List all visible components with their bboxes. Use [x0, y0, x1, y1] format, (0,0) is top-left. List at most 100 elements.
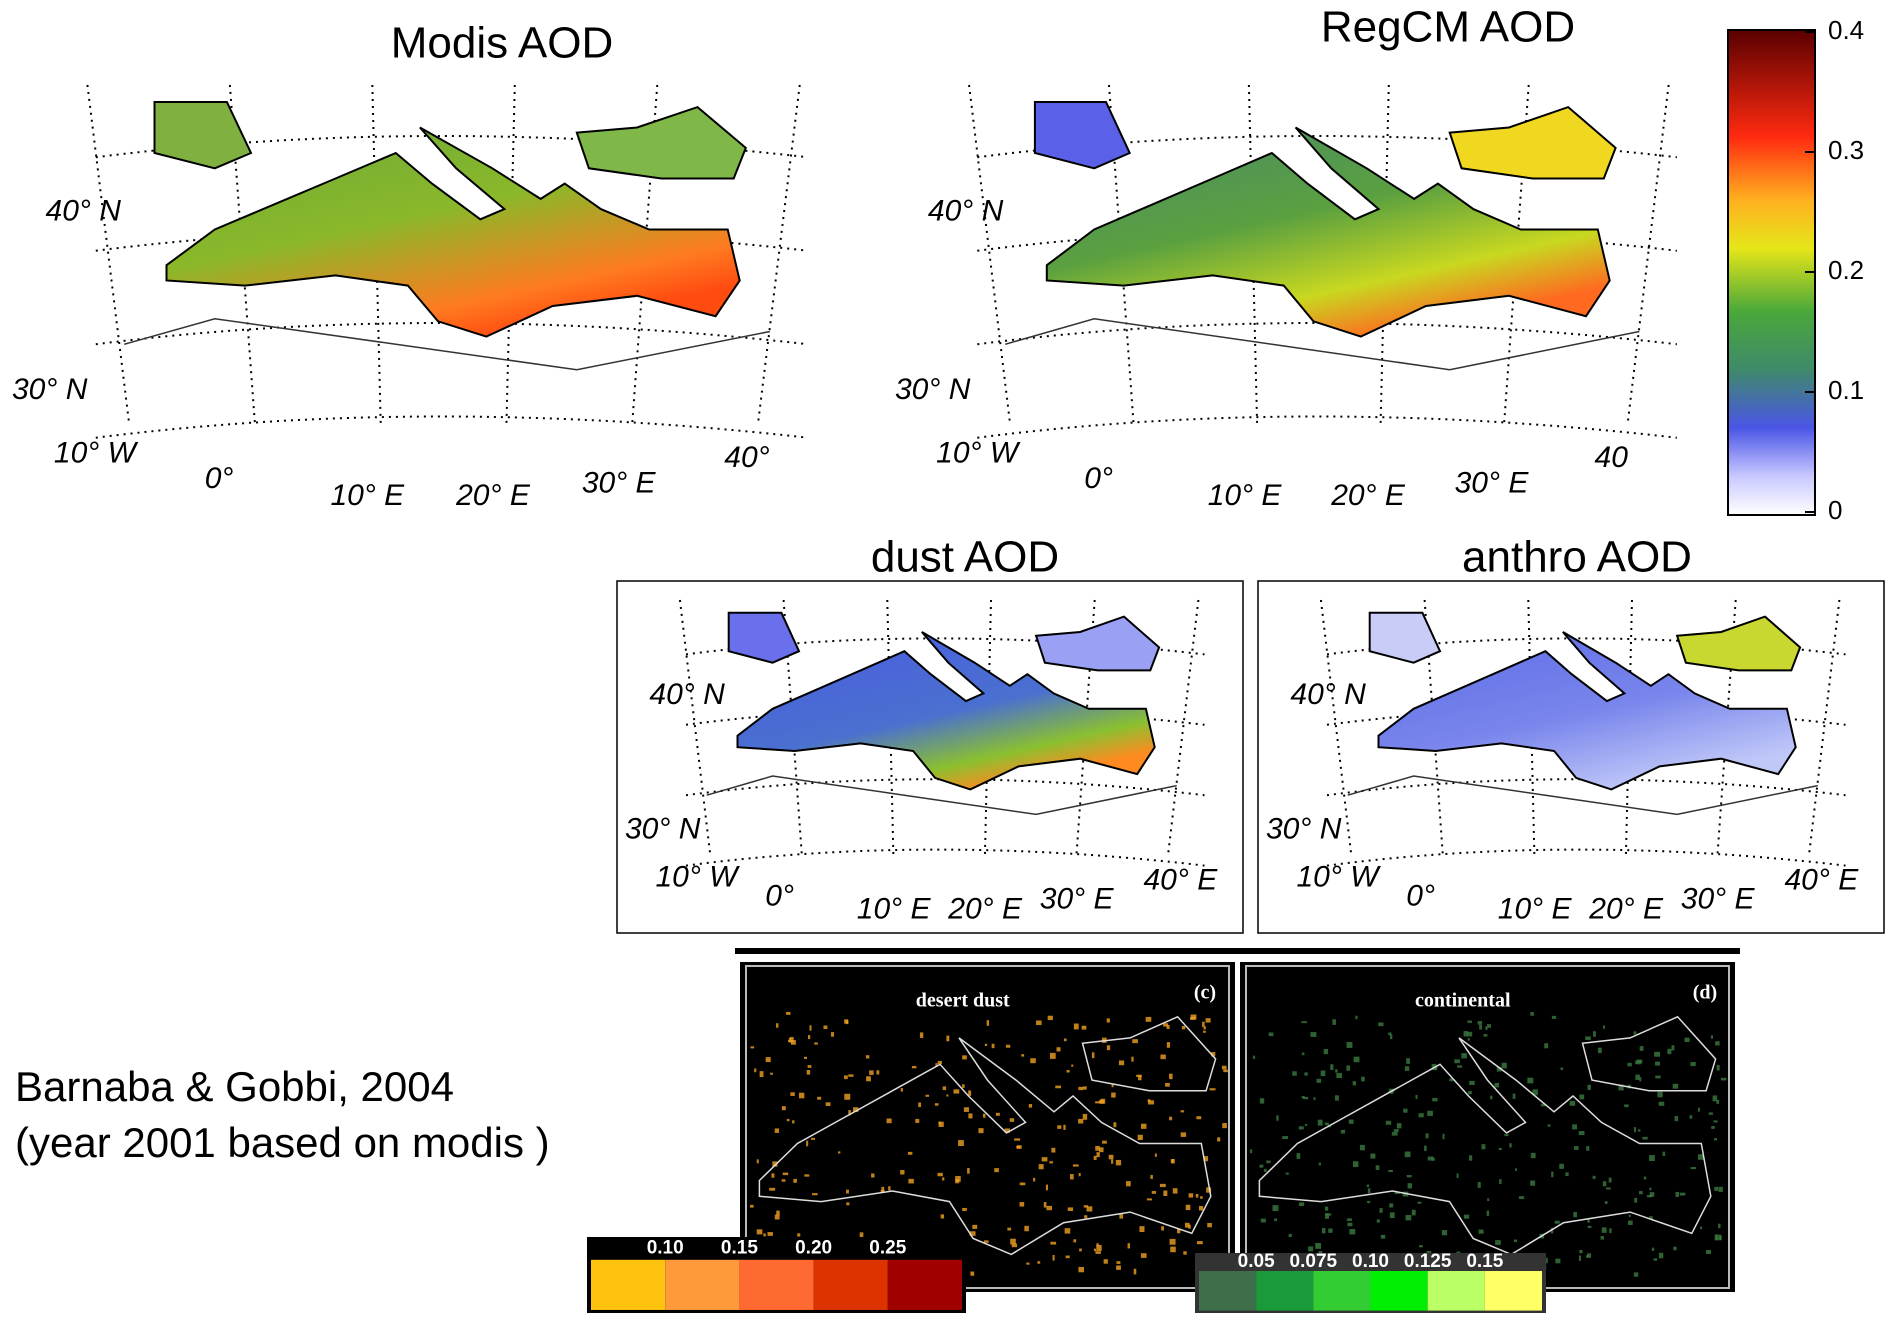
aerosol-pixel — [1408, 1183, 1412, 1188]
aerosol-pixel — [912, 1066, 917, 1068]
aerosol-pixel — [1605, 1201, 1608, 1204]
aerosol-pixel — [812, 1193, 818, 1195]
aerosol-pixel — [1502, 1063, 1507, 1069]
colorbar-label: 0.15 — [1466, 1251, 1503, 1272]
aerosol-pixel — [1206, 1018, 1211, 1022]
aerosol-pixel — [1301, 1021, 1306, 1023]
aerosol-pixel — [1055, 1086, 1061, 1089]
aerosol-pixel — [1128, 1243, 1130, 1248]
inset-title: continental — [1415, 990, 1511, 1012]
aerosol-pixel — [770, 1073, 773, 1075]
aerosol-pixel — [1014, 1138, 1020, 1140]
aerosol-pixel — [1169, 1117, 1172, 1121]
aerosol-pixel — [1070, 1174, 1074, 1179]
aerosol-pixel — [992, 1044, 995, 1048]
aerosol-pixel — [1046, 1206, 1052, 1210]
aerosol-pixel — [1638, 1129, 1641, 1131]
aerosol-pixel — [1272, 1205, 1278, 1211]
aerosol-pixel — [938, 1061, 942, 1064]
aerosol-pixel — [1675, 1192, 1678, 1197]
aerosol-pixel — [1711, 1035, 1713, 1039]
aerosol-pixel — [1457, 1065, 1462, 1067]
colorbar-label: 0.25 — [869, 1237, 906, 1258]
aerosol-pixel — [985, 1044, 987, 1046]
aerosol-pixel — [817, 1097, 821, 1100]
colorbar-swatch — [814, 1260, 888, 1310]
aerosol-pixel — [1304, 1072, 1307, 1075]
aerosol-pixel — [1044, 1202, 1047, 1208]
aerosol-pixel — [994, 1168, 999, 1172]
aerosol-pixel — [1065, 1228, 1071, 1233]
aerosol-pixel — [807, 1070, 810, 1075]
aerosol-pixel — [1478, 1182, 1481, 1188]
aerosol-pixel — [1634, 1272, 1638, 1276]
aerosol-pixel — [1634, 1127, 1636, 1132]
aerosol-pixel — [1706, 1250, 1711, 1254]
aerosol-pixel — [1370, 1154, 1375, 1159]
aerosol-pixel — [1170, 1247, 1176, 1253]
lon-label: 10° W — [1297, 860, 1382, 893]
aerosol-pixel — [1073, 1164, 1079, 1166]
aerosol-pixel — [1051, 1148, 1055, 1153]
aerosol-pixel — [1655, 1062, 1660, 1066]
aerosol-pixel — [1487, 1211, 1489, 1216]
aerosol-pixel — [1305, 1124, 1307, 1126]
aerosol-pixel — [1379, 1208, 1382, 1213]
lat-label: 30° N — [1266, 812, 1342, 845]
lat-label: 40° N — [1290, 678, 1366, 711]
aerosol-pixel — [1367, 1185, 1369, 1187]
aerosol-pixel — [1318, 1120, 1323, 1126]
aerosol-pixel — [1691, 1167, 1697, 1169]
aerosol-pixel — [978, 1128, 983, 1133]
lon-label: 40 — [1595, 441, 1629, 474]
aerosol-pixel — [1419, 1245, 1423, 1247]
aerosol-pixel — [1579, 1250, 1582, 1253]
lon-label: 20° E — [455, 479, 531, 512]
colorbar-label: 0.3 — [1828, 135, 1864, 165]
inset-top-rule — [735, 948, 1740, 954]
aerosol-pixel — [1552, 1016, 1556, 1019]
aerosol-pixel — [1346, 1065, 1350, 1070]
aerosol-pixel — [1078, 1119, 1083, 1124]
lat-label: 40° N — [649, 678, 725, 711]
graticule — [1809, 600, 1840, 856]
aerosol-pixel — [1515, 1168, 1517, 1171]
aerosol-pixel — [1057, 1125, 1061, 1129]
lon-label: 10° E — [857, 892, 932, 925]
aerosol-pixel — [1514, 1240, 1517, 1243]
aerosol-pixel — [1155, 1153, 1157, 1156]
aerosol-pixel — [866, 1076, 871, 1081]
aerosol-pixel — [983, 1114, 986, 1118]
aerosol-pixel — [1222, 1123, 1227, 1128]
aerosol-pixel — [1586, 1146, 1589, 1151]
aerosol-pixel — [1530, 1181, 1535, 1186]
aerosol-pixel — [1132, 1039, 1138, 1043]
aerosol-pixel — [1063, 1125, 1065, 1130]
graticule — [758, 85, 800, 425]
aerosol-pixel — [1657, 1092, 1662, 1098]
aerosol-pixel — [1628, 1221, 1633, 1225]
aerosol-pixel — [1264, 1169, 1267, 1172]
aerosol-pixel — [1010, 1239, 1016, 1245]
aerosol-pixel — [1020, 1183, 1026, 1186]
lon-label: 10° W — [54, 437, 139, 470]
colorbar-label: 0.075 — [1290, 1251, 1338, 1272]
aerosol-pixel — [1107, 1018, 1110, 1022]
aerosol-pixel — [1467, 1032, 1472, 1037]
aerosol-pixel — [920, 1032, 923, 1038]
aerosol-pixel — [1353, 1081, 1356, 1085]
aerosol-pixel — [1663, 1152, 1666, 1156]
aerosol-pixel — [970, 1272, 974, 1276]
aerosol-pixel — [1319, 1163, 1321, 1166]
aerosol-pixel — [1647, 1195, 1652, 1197]
aerosol-pixel — [1310, 1032, 1316, 1037]
aerosol-pixel — [1718, 1187, 1722, 1192]
aerosol-pixel — [1603, 1025, 1605, 1028]
aerosol-pixel — [1609, 1228, 1611, 1233]
aerosol-pixel — [1442, 1230, 1447, 1235]
lon-label: 10° E — [1208, 479, 1283, 512]
aerosol-pixel — [954, 1089, 960, 1093]
aerosol-pixel — [1335, 1069, 1338, 1072]
colorbar-label: 0.1 — [1828, 375, 1864, 405]
aerosol-pixel — [1579, 1131, 1585, 1135]
